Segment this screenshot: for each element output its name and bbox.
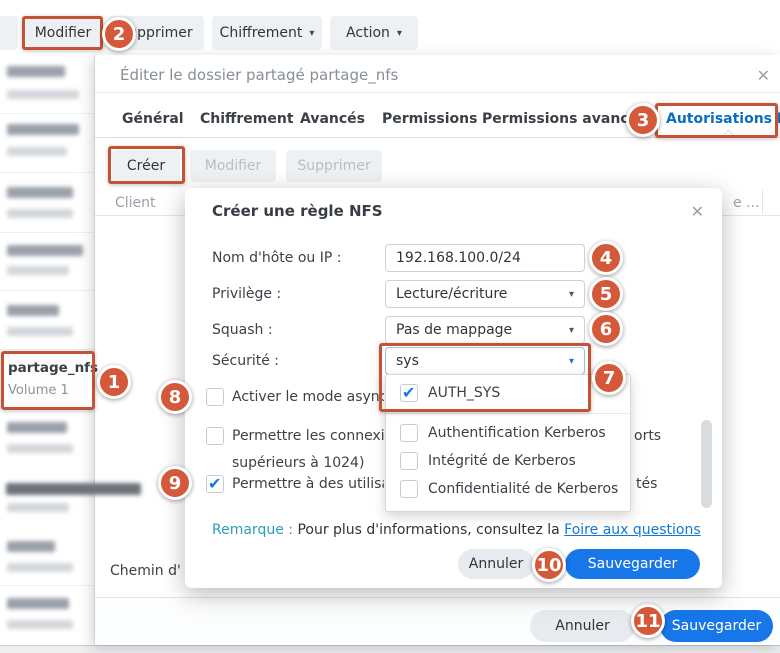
kerberos-auth-checkbox[interactable] [400,424,418,442]
tab-permissions[interactable]: Permissions [382,111,478,127]
annuler-button[interactable]: Annuler [458,549,534,579]
redacted-folder-name [7,305,59,316]
redacted-folder-name [7,66,65,77]
tab-avances[interactable]: Avancés [300,111,366,127]
redacted-folder-name [7,422,67,433]
security-dropdown-menu: AUTH_SYS Authentification Kerberos Intég… [385,374,631,512]
step-badge-8: 8 [158,380,192,414]
mount-path-label: Chemin d' [110,563,181,579]
modifier-rule-button: Modifier [190,150,276,182]
redacted-folder-name [7,187,73,198]
nonpriv-ports-label-fragment: orts [634,428,662,444]
menu-divider [386,413,630,414]
close-icon[interactable]: ✕ [690,202,704,221]
annuler-button[interactable]: Annuler [530,610,635,642]
tab-autorisations-nfs[interactable]: Autorisations NFS [666,111,780,127]
tab-general[interactable]: Général [122,111,184,127]
hostname-label: Nom d'hôte ou IP : [212,250,342,266]
kerberos-integrity-option[interactable]: Intégrité de Kerberos [428,453,576,469]
kerberos-privacy-option[interactable]: Confidentialité de Kerberos [428,481,619,497]
nonpriv-users-label-fragment: tés [636,476,658,492]
table-header-client: Client [115,195,156,211]
squash-label: Squash : [212,322,273,338]
modifier-button[interactable]: Modifier [26,16,100,50]
toolbar-partial-button[interactable]: ▾ [0,16,18,50]
shared-folder-list [0,55,95,645]
security-label: Sécurité : [212,353,279,369]
redacted-folder-volume [7,444,73,453]
auth-sys-option[interactable]: AUTH_SYS [428,385,501,401]
security-select[interactable]: sys ▾ [385,347,585,375]
redacted-folder-volume [7,563,73,572]
step-badge-5: 5 [589,277,623,311]
step-badge-10: 10 [532,548,566,582]
chevron-down-icon: ▾ [396,27,402,39]
chevron-down-icon: ▾ [568,324,574,336]
sidebar-item-partage-nfs[interactable]: partage_nfs Volume 1 [0,352,99,410]
redacted-folder-volume [7,209,73,218]
faq-link[interactable]: Foire aux questions [564,522,701,538]
chevron-down-icon: ▾ [568,355,574,367]
privilege-select[interactable]: Lecture/écriture ▾ [385,280,585,308]
redacted-folder-volume [7,620,73,629]
step-badge-9: 9 [158,466,192,500]
step-badge-4: 4 [589,241,623,275]
redacted-folder-volume [7,327,73,336]
async-mode-checkbox[interactable] [206,388,224,406]
kerberos-privacy-checkbox[interactable] [400,480,418,498]
tab-chiffrement[interactable]: Chiffrement [200,111,294,127]
action-dropdown-button[interactable]: Action ▾ [330,16,418,50]
chevron-down-icon: ▾ [568,288,574,300]
nonpriv-ports-label: Permettre les connexion [232,428,384,444]
hostname-input[interactable]: 192.168.100.0/24 [385,244,585,272]
share-name: partage_nfs [8,360,99,376]
nonpriv-users-label: Permettre à des utilisat [232,476,384,492]
auth-sys-checkbox[interactable] [400,383,418,402]
redacted-folder-name [7,598,69,609]
step-badge-6: 6 [589,312,623,346]
redacted-folder-name [6,483,141,495]
nonpriv-ports-checkbox[interactable] [206,427,224,445]
redacted-folder-name [7,245,83,256]
redacted-folder-volume [7,90,79,99]
step-badge-3: 3 [626,103,660,137]
supprimer-rule-button: Supprimer [286,150,382,182]
note-row: Remarque : Pour plus d'informations, con… [212,522,701,538]
step-badge-7: 7 [592,361,626,395]
table-header-fragment: e ... [733,195,760,211]
step-badge-11: 11 [631,604,665,638]
async-mode-label: Activer le mode asynch [232,389,384,405]
redacted-folder-volume [7,503,69,512]
redacted-folder-name [7,124,79,135]
kerberos-integrity-checkbox[interactable] [400,452,418,470]
squash-select[interactable]: Pas de mappage ▾ [385,316,585,344]
privilege-label: Privilège : [212,286,282,302]
note-text: Pour plus d'informations, consultez la [297,522,560,538]
create-nfs-rule-dialog: Créer une règle NFS ✕ Nom d'hôte ou IP :… [185,188,722,588]
dialog-title: Éditer le dossier partagé partage_nfs [120,66,399,84]
page-bottom-strip [0,645,780,653]
close-icon[interactable]: ✕ [756,66,770,85]
step-badge-2: 2 [102,17,136,51]
creer-rule-button[interactable]: Créer [112,150,180,182]
kerberos-auth-option[interactable]: Authentification Kerberos [428,425,606,441]
tab-permissions-avance[interactable]: Permissions avancé [482,111,639,127]
sauvegarder-button[interactable]: Sauvegarder [565,549,700,579]
share-volume: Volume 1 [8,383,69,398]
note-label: Remarque : [212,522,293,538]
chevron-down-icon: ▾ [309,27,315,39]
sauvegarder-button[interactable]: Sauvegarder [660,610,773,642]
scrollbar-thumb[interactable] [701,420,712,508]
nonpriv-ports-label-line2: supérieurs à 1024) [232,455,365,471]
step-badge-1: 1 [97,365,131,399]
column-divider [762,190,763,214]
dialog-footer: Annuler Sauvegarder [95,597,780,645]
chiffrement-dropdown-button[interactable]: Chiffrement ▾ [212,16,322,50]
active-tab-notch [720,129,737,146]
nonpriv-users-checkbox[interactable] [206,474,224,493]
redacted-folder-name [7,541,55,552]
redacted-folder-volume [7,266,69,275]
redacted-folder-volume [7,147,67,156]
dialog-title: Créer une règle NFS [212,202,383,220]
